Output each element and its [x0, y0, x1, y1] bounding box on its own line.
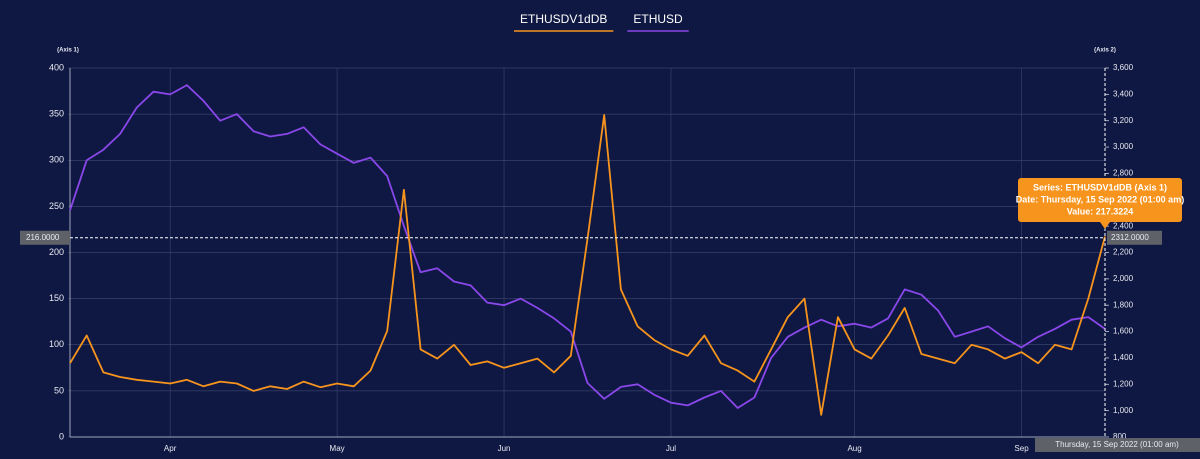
y2-axis-title: (Axis 2): [1094, 48, 1116, 54]
y-tick-label: 100: [49, 339, 64, 349]
tooltip-line: Series: ETHUSDV1dDB (Axis 1): [1033, 182, 1167, 192]
y2-tick-label: 1,600: [1113, 327, 1134, 336]
legend: ETHUSDV1dDB ETHUSD: [514, 12, 689, 32]
y-tick-label: 0: [59, 431, 64, 441]
x-tick-label: Jun: [498, 444, 511, 453]
crosshair-x-label: Thursday, 15 Sep 2022 (01:00 am): [1055, 440, 1179, 449]
y-tick-label: 350: [49, 109, 64, 119]
tooltip: Series: ETHUSDV1dDB (Axis 1) Date: Thursd…: [1016, 178, 1184, 229]
y-axis-title: (Axis 1): [57, 48, 79, 54]
y2-tick-label: 800: [1113, 432, 1127, 441]
crosshair-y-box: [20, 230, 70, 245]
x-tick-label: May: [330, 444, 345, 453]
y2-tick-label: 2,800: [1113, 169, 1134, 178]
tooltip-line: Value: 217.3224: [1067, 206, 1134, 216]
crosshair-y2-label: 2312.0000: [1111, 233, 1149, 242]
y2-tick-label: 2,400: [1113, 221, 1134, 230]
y2-tick-label: 2,200: [1113, 248, 1134, 257]
tooltip-line: Date: Thursday, 15 Sep 2022 (01:00 am): [1016, 194, 1184, 204]
legend-item[interactable]: ETHUSD: [627, 12, 689, 32]
legend-item[interactable]: ETHUSDV1dDB: [514, 12, 614, 32]
tooltip-box: [1018, 178, 1182, 222]
y2-tick-label: 1,000: [1113, 406, 1134, 415]
series-line: [69, 114, 1106, 416]
crosshair-x-box: [1035, 438, 1200, 452]
series-line: [69, 84, 1106, 409]
y-tick-label: 300: [49, 155, 64, 165]
y2-tick-label: 1,200: [1113, 379, 1134, 388]
crosshair-y-label: 216.0000: [26, 233, 60, 242]
y2-tick-label: 1,400: [1113, 353, 1134, 362]
y2-tick-label: 3,600: [1113, 63, 1134, 72]
tooltip-pointer: [1100, 222, 1110, 229]
y2-tick-label: 3,400: [1113, 89, 1134, 98]
y-tick-label: 400: [49, 62, 64, 72]
x-tick-label: Aug: [847, 444, 861, 453]
y2-tick-label: 3,200: [1113, 116, 1134, 125]
y-tick-label: 50: [54, 385, 64, 395]
x-tick-label: Sep: [1014, 444, 1029, 453]
legend-label: ETHUSDV1dDB: [520, 12, 607, 26]
y2-tick-label: 2,000: [1113, 274, 1134, 283]
y-tick-label: 250: [49, 201, 64, 211]
x-tick-label: Apr: [164, 444, 177, 453]
crosshair-y2-box: [1107, 230, 1162, 245]
y2-tick-label: 1,800: [1113, 300, 1134, 309]
x-tick-label: Jul: [666, 444, 676, 453]
y2-tick-label: 3,000: [1113, 142, 1134, 151]
legend-label: ETHUSD: [633, 12, 683, 26]
y-tick-label: 200: [49, 247, 64, 257]
y-tick-label: 150: [49, 293, 64, 303]
